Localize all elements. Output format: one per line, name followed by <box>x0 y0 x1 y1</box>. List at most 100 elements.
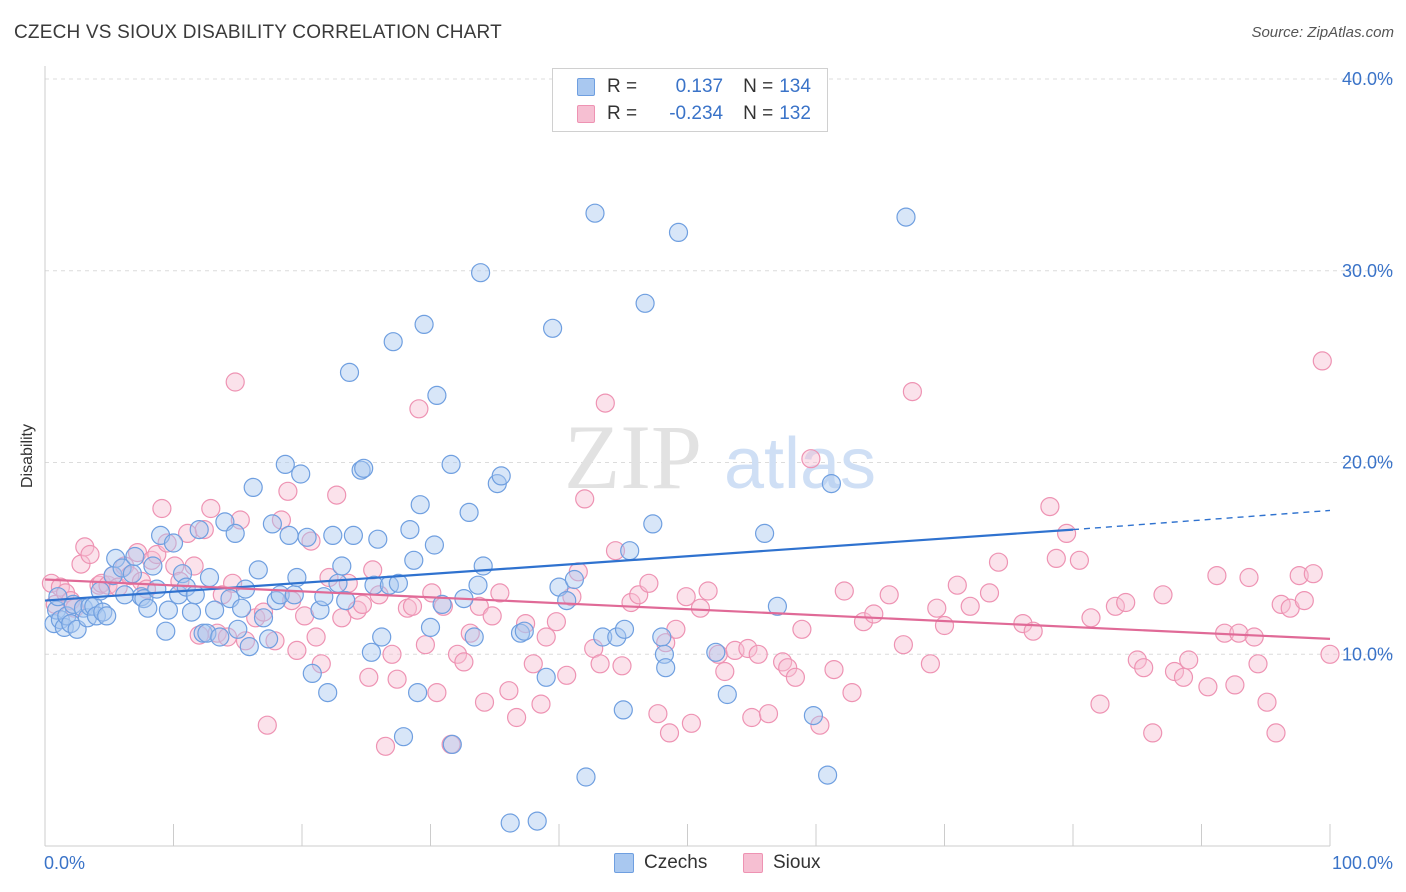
sioux-point <box>1116 592 1136 613</box>
chart-title: CZECH VS SIOUX DISABILITY CORRELATION CH… <box>14 22 502 43</box>
sioux-point <box>515 613 536 634</box>
czech-point <box>614 619 635 639</box>
czech-point <box>613 700 633 720</box>
sioux-point <box>1225 675 1245 695</box>
sioux-point <box>402 596 423 616</box>
czech-point <box>239 636 259 657</box>
czech-point <box>302 663 322 684</box>
sioux-point <box>988 552 1009 572</box>
sioux-point <box>920 654 941 674</box>
czech-trend-line <box>44 528 1074 602</box>
bottom-legend-czechs: Czechs <box>614 852 707 874</box>
sioux-swatch <box>577 105 595 123</box>
czech-point <box>97 606 117 626</box>
sioux-point <box>454 652 474 672</box>
czech-point <box>620 541 640 561</box>
sioux-point <box>934 615 955 636</box>
czech-point <box>181 602 202 622</box>
watermark-zip: ZIP <box>564 406 702 508</box>
y-tick-label: 30.0% <box>1342 261 1393 281</box>
czech-point <box>243 477 263 497</box>
sioux-point <box>824 659 844 680</box>
sioux-point <box>287 640 307 661</box>
czech-point <box>205 600 225 620</box>
sioux-point <box>1127 650 1147 670</box>
czech-point <box>262 514 282 534</box>
sioux-point <box>676 587 696 607</box>
sioux-point <box>1289 565 1309 586</box>
legend-r-value: 0.137 <box>675 76 724 97</box>
watermark-atlas: atlas <box>724 424 876 504</box>
sioux-point <box>382 644 402 664</box>
sioux-point <box>758 704 779 724</box>
sioux-point <box>217 627 238 647</box>
x-tick-label: 100.0% <box>1332 853 1393 873</box>
czech-point <box>593 627 613 647</box>
legend-row-czechs: R = 0.137 N = 134 <box>553 74 811 100</box>
sioux-point <box>1173 667 1194 687</box>
sioux-point <box>742 707 762 728</box>
sioux-point <box>447 644 468 664</box>
czech-point <box>652 627 672 647</box>
czech-point <box>225 523 245 544</box>
czech-point <box>706 642 726 662</box>
sioux-point <box>612 656 632 676</box>
sioux-point <box>648 704 668 724</box>
czech-point <box>408 682 428 703</box>
legend-r-label: R = <box>607 76 638 97</box>
czech-point <box>291 464 311 484</box>
czech-point <box>163 533 184 553</box>
sioux-point <box>482 606 502 626</box>
sioux-point <box>490 583 510 603</box>
czech-point <box>185 585 205 605</box>
legend-n-label: N = <box>743 76 774 97</box>
y-tick-label: 20.0% <box>1342 453 1393 473</box>
sioux-point <box>359 667 379 687</box>
sioux-point <box>80 544 100 565</box>
sioux-point <box>960 596 980 616</box>
sioux-point <box>605 541 626 561</box>
legend-n-label: N = <box>743 103 774 124</box>
czech-point <box>767 596 788 616</box>
czech-point <box>393 727 414 747</box>
czech-point <box>156 621 176 641</box>
x-tick-label: 0.0% <box>44 853 85 873</box>
sioux-point <box>1105 596 1126 616</box>
sioux-point <box>1294 590 1314 611</box>
sioux-point <box>575 489 595 509</box>
legend-n-value: 134 <box>779 76 811 97</box>
czech-point <box>189 519 209 540</box>
sioux-point <box>893 635 914 655</box>
sioux-point <box>715 661 735 682</box>
czech-point <box>388 573 408 593</box>
sioux-point <box>1244 627 1264 647</box>
sioux-swatch <box>743 853 763 873</box>
czech-point <box>158 600 178 620</box>
czech-point <box>803 705 824 726</box>
czech-point <box>343 525 363 546</box>
czech-point <box>668 222 689 242</box>
sioux-point <box>1153 585 1173 605</box>
czech-point <box>279 525 299 546</box>
czech-point <box>336 590 356 611</box>
sioux-point <box>1207 565 1227 586</box>
correlation-legend: R = 0.137 N = 134 R = -0.234 N = 132 <box>552 68 828 132</box>
sioux-point <box>1239 567 1259 588</box>
sioux-point <box>698 581 718 601</box>
axes <box>44 66 1331 847</box>
bottom-legend-label: Sioux <box>773 852 821 873</box>
sioux-point <box>165 556 185 576</box>
czech-point <box>557 590 577 611</box>
czech-point <box>404 550 424 570</box>
czech-point <box>383 332 403 352</box>
czech-point <box>284 585 304 605</box>
sioux-point <box>536 627 556 647</box>
czech-swatch <box>614 853 634 873</box>
sioux-point <box>1198 677 1218 697</box>
y-tick-label: 10.0% <box>1342 644 1393 664</box>
sioux-point <box>879 585 899 605</box>
sioux-point <box>1266 723 1286 743</box>
sioux-point <box>639 573 659 593</box>
czech-point <box>400 519 420 540</box>
sioux-point <box>184 556 204 576</box>
